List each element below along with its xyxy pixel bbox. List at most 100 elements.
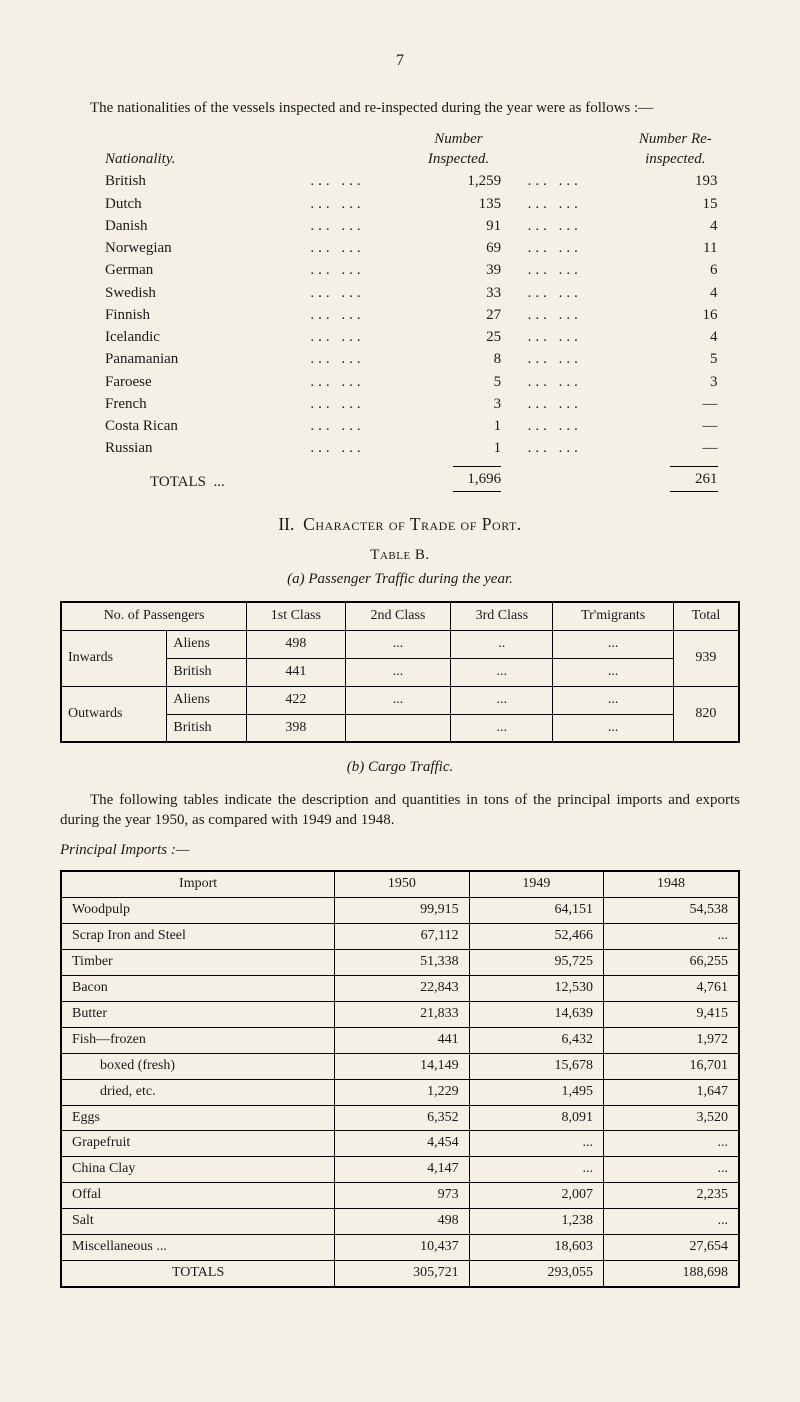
import-1949: 1,495 bbox=[469, 1079, 603, 1105]
import-1949: 52,466 bbox=[469, 924, 603, 950]
import-1950: 22,843 bbox=[335, 976, 469, 1002]
import-1950: 1,229 bbox=[335, 1079, 469, 1105]
ptr-sub: British bbox=[167, 658, 247, 686]
nat-inspected: 8 bbox=[412, 348, 524, 370]
ptr-c3: ... bbox=[451, 686, 553, 714]
import-1948: ... bbox=[604, 1157, 739, 1183]
nationality-row: German... ...39... ...6 bbox=[60, 259, 740, 281]
ith-0: Import bbox=[61, 871, 335, 897]
import-name: Eggs bbox=[61, 1105, 335, 1131]
ptr-c4: ... bbox=[553, 714, 673, 742]
nat-totals-row: TOTALS ... 1,696 261 bbox=[60, 460, 740, 493]
ptr-dir: Outwards bbox=[61, 686, 167, 742]
nationality-table: Nationality. Number Inspected. Number Re… bbox=[60, 128, 740, 493]
nat-reinspected: — bbox=[629, 393, 740, 415]
import-1950: 14,149 bbox=[335, 1053, 469, 1079]
import-1950: 973 bbox=[335, 1183, 469, 1209]
nat-name: Swedish bbox=[60, 282, 306, 304]
ith-1: 1950 bbox=[335, 871, 469, 897]
ptr-c2 bbox=[345, 714, 451, 742]
nat-inspected: 1 bbox=[412, 415, 524, 437]
ith-2: 1949 bbox=[469, 871, 603, 897]
nat-inspected: 39 bbox=[412, 259, 524, 281]
ptr-c1: 498 bbox=[247, 630, 346, 658]
import-1950: 6,352 bbox=[335, 1105, 469, 1131]
import-name: Woodpulp bbox=[61, 898, 335, 924]
section-heading: II. Character of Trade of Port. bbox=[60, 513, 740, 537]
ptr-c4: ... bbox=[553, 686, 673, 714]
import-1950: 21,833 bbox=[335, 1001, 469, 1027]
nat-name: British bbox=[60, 170, 306, 192]
nat-inspected: 5 bbox=[412, 371, 524, 393]
import-name: China Clay bbox=[61, 1157, 335, 1183]
import-1950: 51,338 bbox=[335, 950, 469, 976]
import-name: Miscellaneous ... bbox=[61, 1234, 335, 1260]
import-1950: 498 bbox=[335, 1209, 469, 1235]
itable-header-row: Import 1950 1949 1948 bbox=[61, 871, 739, 897]
ptr-sub: British bbox=[167, 714, 247, 742]
dots: ... ... bbox=[306, 282, 412, 304]
dots: ... ... bbox=[306, 348, 412, 370]
import-name: Salt bbox=[61, 1209, 335, 1235]
dots: ... ... bbox=[306, 215, 412, 237]
dots: ... ... bbox=[306, 415, 412, 437]
imports-row: Bacon22,84312,5304,761 bbox=[61, 976, 739, 1002]
import-1949: 95,725 bbox=[469, 950, 603, 976]
import-1949: 14,639 bbox=[469, 1001, 603, 1027]
imports-totals-1948: 188,698 bbox=[604, 1260, 739, 1286]
ptr-sub: Aliens bbox=[167, 686, 247, 714]
nat-reinspected: 4 bbox=[629, 282, 740, 304]
nat-inspected: 25 bbox=[412, 326, 524, 348]
import-1950: 10,437 bbox=[335, 1234, 469, 1260]
import-1948: 3,520 bbox=[604, 1105, 739, 1131]
ptr-c1: 422 bbox=[247, 686, 346, 714]
nat-inspected: 3 bbox=[412, 393, 524, 415]
ptr-c1: 398 bbox=[247, 714, 346, 742]
nationality-row: Danish... ...91... ...4 bbox=[60, 215, 740, 237]
nat-name: Finnish bbox=[60, 304, 306, 326]
ptr-c1: 441 bbox=[247, 658, 346, 686]
nat-reinspected: 16 bbox=[629, 304, 740, 326]
dots: ... ... bbox=[524, 237, 630, 259]
nat-name: Russian bbox=[60, 437, 306, 459]
dots: ... ... bbox=[306, 259, 412, 281]
imports-row: Grapefruit4,454...... bbox=[61, 1131, 739, 1157]
totals-label: TOTALS ... bbox=[60, 460, 306, 493]
import-1950: 441 bbox=[335, 1027, 469, 1053]
nationality-row: British... ...1,259... ...193 bbox=[60, 170, 740, 192]
imports-row: dried, etc.1,2291,4951,647 bbox=[61, 1079, 739, 1105]
nationality-row: Swedish... ...33... ...4 bbox=[60, 282, 740, 304]
nat-name: Panamanian bbox=[60, 348, 306, 370]
dots: ... ... bbox=[524, 371, 630, 393]
ptr-c3: ... bbox=[451, 714, 553, 742]
imports-title: Principal Imports :— bbox=[60, 840, 740, 860]
pth-0: No. of Passengers bbox=[61, 602, 247, 630]
import-1950: 4,147 bbox=[335, 1157, 469, 1183]
nationality-row: Icelandic... ...25... ...4 bbox=[60, 326, 740, 348]
ptr-c2: ... bbox=[345, 658, 451, 686]
import-1949: 1,238 bbox=[469, 1209, 603, 1235]
dots: ... ... bbox=[524, 193, 630, 215]
import-name: Timber bbox=[61, 950, 335, 976]
page-number: 7 bbox=[60, 50, 740, 72]
nat-inspected: 1 bbox=[412, 437, 524, 459]
intro-paragraph: The nationalities of the vessels inspect… bbox=[60, 98, 740, 118]
nationality-row: Finnish... ...27... ...16 bbox=[60, 304, 740, 326]
nat-reinspected: 11 bbox=[629, 237, 740, 259]
nat-inspected: 135 bbox=[412, 193, 524, 215]
import-1949: 15,678 bbox=[469, 1053, 603, 1079]
import-name: dried, etc. bbox=[61, 1079, 335, 1105]
dots: ... ... bbox=[524, 282, 630, 304]
import-name: Scrap Iron and Steel bbox=[61, 924, 335, 950]
nationality-row: French... ...3... ...— bbox=[60, 393, 740, 415]
import-1948: ... bbox=[604, 1209, 739, 1235]
ptr-dir: Inwards bbox=[61, 630, 167, 686]
import-1948: 1,972 bbox=[604, 1027, 739, 1053]
import-1950: 99,915 bbox=[335, 898, 469, 924]
dots: ... ... bbox=[524, 415, 630, 437]
pth-4: Tr'migrants bbox=[553, 602, 673, 630]
imports-table: Import 1950 1949 1948 Woodpulp99,91564,1… bbox=[60, 870, 740, 1287]
totals-reinspected: 261 bbox=[670, 466, 718, 492]
import-1949: 6,432 bbox=[469, 1027, 603, 1053]
nat-reinspected: 193 bbox=[629, 170, 740, 192]
